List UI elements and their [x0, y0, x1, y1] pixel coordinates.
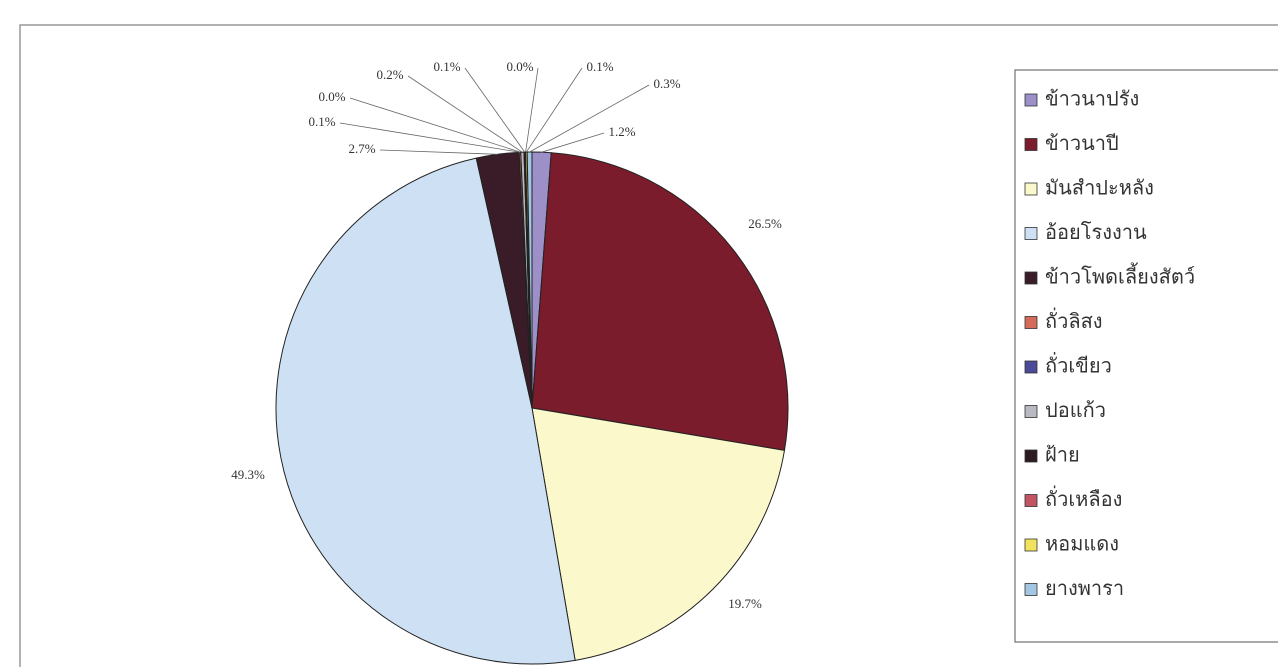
legend-label: ข้าวโพดเลี้ยงสัตว์ [1045, 263, 1195, 289]
pie-slice [531, 407, 786, 661]
data-label: 0.1% [433, 59, 460, 74]
leader-line [526, 67, 583, 153]
legend-swatch [1024, 227, 1038, 240]
legend-swatch [1024, 449, 1038, 463]
legend-swatch [1024, 360, 1038, 374]
leader-line [464, 67, 526, 153]
legend-label: หอมแดง [1045, 532, 1119, 556]
legend-label: มันสำปะหลัง [1045, 176, 1154, 200]
legend-swatch [1024, 538, 1038, 552]
legend-label: ข้าวนาปี [1045, 131, 1119, 155]
legend-label: ยางพารา [1045, 576, 1124, 600]
legend-label: ปอแก้ว [1045, 398, 1106, 422]
legend-swatch [1024, 494, 1038, 507]
data-label: 0.2% [376, 67, 403, 82]
legend-label: ถั่วลิสง [1045, 307, 1103, 333]
pie-slice [275, 157, 576, 665]
pie-slice [531, 152, 789, 451]
leader-line [349, 97, 521, 153]
legend-swatch [1024, 182, 1038, 196]
pie-slice [526, 151, 533, 409]
leader-line [529, 84, 650, 153]
legend-swatch [1024, 271, 1038, 285]
chart-frame [19, 24, 1278, 667]
legend-swatch [1024, 316, 1038, 329]
data-label: 26.5% [748, 216, 782, 231]
data-label: 0.3% [653, 76, 680, 91]
leader-line [407, 75, 523, 153]
data-label: 0.0% [318, 89, 345, 104]
legend-swatch [1024, 93, 1038, 107]
data-label: 0.1% [308, 114, 335, 129]
data-label: 1.2% [608, 124, 635, 139]
data-label: 2.7% [348, 141, 375, 156]
legend-label: อ้อยโรงงาน [1045, 220, 1147, 244]
leader-line [525, 67, 539, 153]
legend-swatch [1024, 583, 1038, 596]
legend-swatch [1024, 405, 1038, 418]
legend-label: ถั่วเขียว [1045, 352, 1112, 378]
legend-swatch [1024, 138, 1038, 151]
data-label: 0.0% [506, 59, 533, 74]
data-label: 19.7% [728, 596, 762, 611]
data-label: 49.3% [231, 467, 265, 482]
legend-label: ข้าวนาปรัง [1045, 87, 1139, 111]
legend-box [1014, 69, 1278, 643]
leader-line [541, 132, 605, 153]
legend-label: ฝ้าย [1045, 443, 1080, 467]
leader-line [379, 149, 498, 155]
leader-line [339, 122, 521, 153]
legend-label: ถั่วเหลือง [1045, 485, 1122, 511]
data-label: 0.1% [586, 59, 613, 74]
